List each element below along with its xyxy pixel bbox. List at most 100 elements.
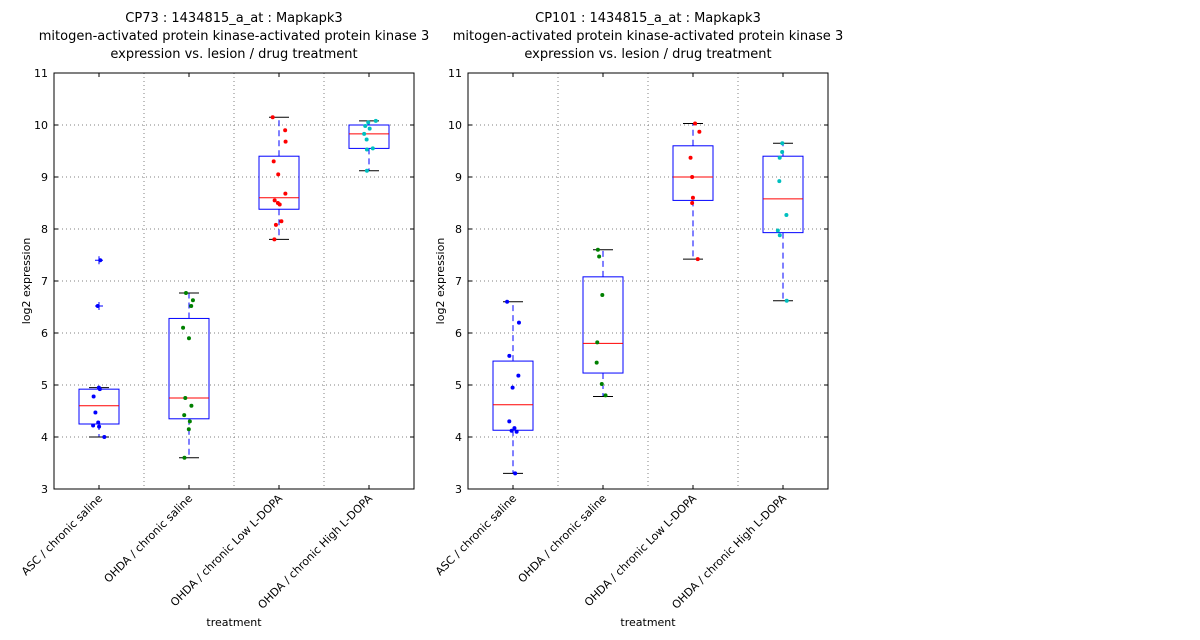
box-rect [582,276,624,374]
chart-panel-1: CP73 : 1434815_a_at : Mapkapk3 mitogen-ac… [19,11,429,629]
y-tick-label: 9 [41,171,48,184]
box-rect [762,155,804,234]
data-point [95,303,100,308]
data-point [102,435,107,439]
y-tick-label: 11 [34,67,48,80]
data-point [181,325,186,330]
data-point [697,129,702,134]
data-point [512,426,517,431]
y-tick-label: 11 [448,67,462,80]
data-point [595,247,600,252]
data-point [363,124,368,129]
data-point [509,428,514,433]
data-point [595,340,600,345]
data-point [690,195,695,200]
data-point [182,455,187,460]
data-point [777,155,782,160]
y-tick-label: 3 [455,483,462,496]
data-point [600,293,605,298]
x-tick-label: ASC / chronic saline [19,492,105,578]
box-2 [168,290,210,460]
y-tick-label: 7 [455,275,462,288]
box-rect [258,155,300,210]
data-point [364,168,369,173]
data-point [190,298,195,303]
box-1 [78,256,120,439]
data-point [507,353,512,358]
box-3 [672,121,714,262]
chart-title-line: CP73 : 1434815_a_at : Mapkapk3 [125,11,342,26]
data-point [182,413,187,418]
data-point [690,201,695,205]
y-tick-label: 3 [41,483,48,496]
data-point [688,155,693,160]
y-tick-label: 10 [448,119,462,132]
data-point [91,394,96,399]
data-point [777,179,782,184]
data-point [603,393,608,398]
data-point [186,336,191,341]
box-rect [348,124,390,149]
data-point [283,128,288,133]
chart-title-line: mitogen-activated protein kinase-activat… [453,29,843,44]
x-tick-label: OHDA / chronic saline [102,492,196,586]
data-point [507,419,512,424]
data-point [186,427,191,432]
data-point [364,137,369,142]
x-axis-label: treatment [620,616,676,629]
y-tick-label: 7 [41,275,48,288]
data-point [96,420,101,425]
box-2 [582,247,624,398]
data-point [364,147,369,152]
data-point [91,423,96,428]
x-axis-label: treatment [206,616,262,629]
data-point [599,381,604,386]
data-point [189,403,194,408]
chart-panel-2: CP101 : 1434815_a_at : Mapkapk3 mitogen-a… [433,11,843,629]
data-point [271,159,276,164]
y-tick-label: 8 [455,223,462,236]
data-point [780,150,785,155]
data-point [693,121,698,126]
data-point [272,198,277,203]
data-point [777,233,782,238]
box-rect [78,388,120,425]
data-point [367,126,372,131]
x-tick-label: OHDA / chronic saline [516,492,610,586]
data-point [272,237,277,242]
plot-frame [53,72,415,490]
data-point [514,429,519,434]
box-4 [762,141,804,303]
data-point [270,115,275,120]
data-point [505,299,510,304]
data-point [510,385,515,390]
data-point [784,298,789,303]
data-point [273,222,278,227]
data-point [97,424,102,429]
y-tick-label: 4 [455,431,462,444]
chart-title-line: CP101 : 1434815_a_at : Mapkapk3 [535,11,761,26]
y-tick-label: 6 [455,327,462,340]
data-point [513,471,518,476]
box-1 [492,299,534,476]
y-axis-label: log2 expression [434,238,447,325]
data-point [189,303,194,308]
y-tick-label: 4 [41,431,48,444]
data-point [93,410,98,415]
data-point [183,290,188,295]
box-4 [348,118,390,173]
y-tick-label: 5 [41,379,48,392]
x-tick-label: ASC / chronic saline [433,492,519,578]
data-point [277,202,282,207]
chart-title-line: mitogen-activated protein kinase-activat… [39,29,429,44]
data-point [283,191,288,196]
data-point [516,373,521,378]
data-point [187,419,192,424]
data-point [780,141,785,146]
y-axis-label: log2 expression [20,238,33,325]
y-tick-label: 8 [41,223,48,236]
data-point [594,360,599,365]
data-point [283,139,288,144]
data-point [775,228,780,233]
data-point [98,258,103,263]
